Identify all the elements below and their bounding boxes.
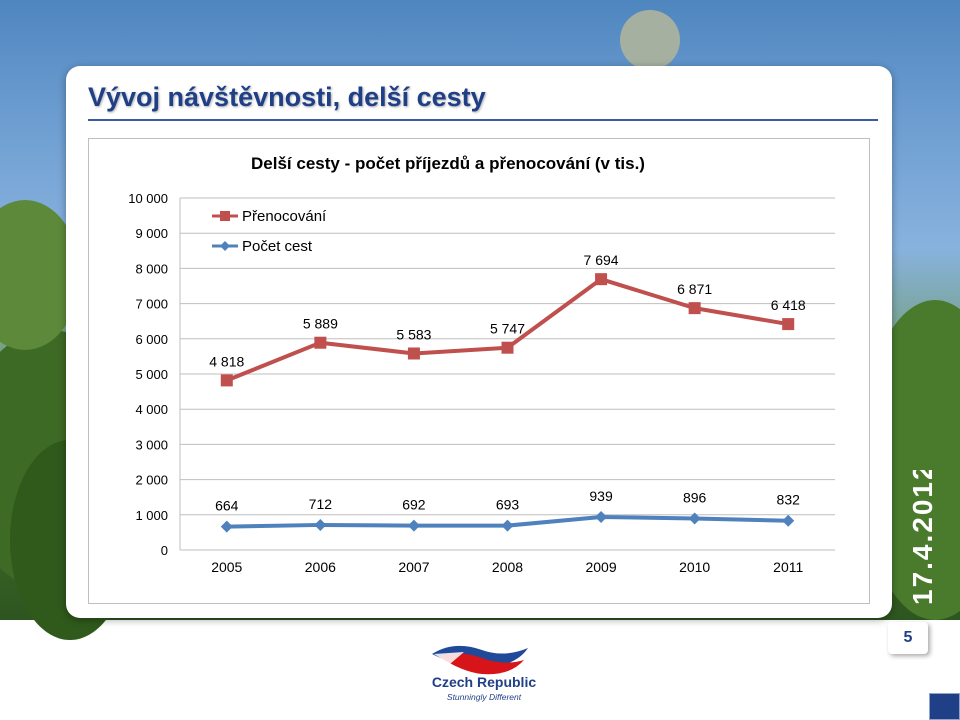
data-label: 664 xyxy=(215,498,239,514)
logo-name: Czech Republic xyxy=(432,674,536,690)
czech-republic-logo-icon: Czech Republic Stunningly Different xyxy=(432,645,536,702)
data-point xyxy=(407,519,420,532)
data-point xyxy=(314,336,327,349)
x-tick-label: 2008 xyxy=(492,559,523,575)
y-tick-label: 7 000 xyxy=(135,297,168,312)
y-tick-label: 0 xyxy=(161,543,168,558)
data-point xyxy=(595,273,608,286)
page-number-badge: 5 xyxy=(888,622,928,654)
data-point xyxy=(782,514,795,527)
data-label: 6 418 xyxy=(771,297,806,313)
y-tick-label: 10 000 xyxy=(128,191,168,206)
data-point xyxy=(501,341,514,354)
data-label: 6 871 xyxy=(677,281,712,297)
data-label: 939 xyxy=(589,488,613,504)
data-point xyxy=(501,519,514,532)
data-label: 712 xyxy=(309,496,333,512)
data-point xyxy=(314,518,327,531)
x-tick-label: 2006 xyxy=(305,559,336,575)
legend-label: Přenocování xyxy=(242,208,327,225)
navigation-icon[interactable] xyxy=(929,693,960,720)
y-tick-label: 8 000 xyxy=(135,261,168,276)
slide-date-text: 17.4.2012 xyxy=(907,470,938,605)
y-tick-label: 5 000 xyxy=(135,367,168,382)
logo-tagline: Stunningly Different xyxy=(447,692,522,702)
data-point xyxy=(220,374,233,387)
data-label: 693 xyxy=(496,497,520,513)
y-tick-label: 9 000 xyxy=(135,226,168,241)
data-label: 5 889 xyxy=(303,316,338,332)
legend-label: Počet cest xyxy=(242,238,313,255)
y-tick-label: 1 000 xyxy=(135,508,168,523)
data-label: 5 747 xyxy=(490,321,525,337)
data-point xyxy=(220,520,233,533)
data-point xyxy=(688,302,701,315)
data-label: 692 xyxy=(402,497,426,513)
data-point xyxy=(782,318,795,331)
slide-title: Vývoj návštěvnosti, delší cesty xyxy=(88,82,486,112)
chart-title: Delší cesty - počet příjezdů a přenocová… xyxy=(251,154,645,173)
x-tick-label: 2007 xyxy=(398,559,429,575)
x-tick-label: 2005 xyxy=(211,559,242,575)
data-label: 7 694 xyxy=(584,252,619,268)
data-label: 4 818 xyxy=(209,353,244,369)
page-number: 5 xyxy=(903,629,913,646)
y-tick-label: 3 000 xyxy=(135,437,168,452)
slide-date: 17.4.2012 xyxy=(907,470,938,605)
data-label: 832 xyxy=(777,492,801,508)
data-point xyxy=(407,347,420,360)
legend-marker xyxy=(220,211,230,221)
data-point xyxy=(595,510,608,523)
x-tick-label: 2009 xyxy=(585,559,616,575)
data-point xyxy=(688,512,701,525)
x-tick-label: 2011 xyxy=(773,559,803,575)
y-tick-label: 6 000 xyxy=(135,332,168,347)
title-divider xyxy=(88,119,878,121)
legend-marker xyxy=(220,241,230,251)
data-label: 5 583 xyxy=(396,326,431,342)
y-tick-label: 2 000 xyxy=(135,473,168,488)
data-label: 896 xyxy=(683,489,707,505)
x-tick-label: 2010 xyxy=(679,559,710,575)
y-tick-label: 4 000 xyxy=(135,402,168,417)
